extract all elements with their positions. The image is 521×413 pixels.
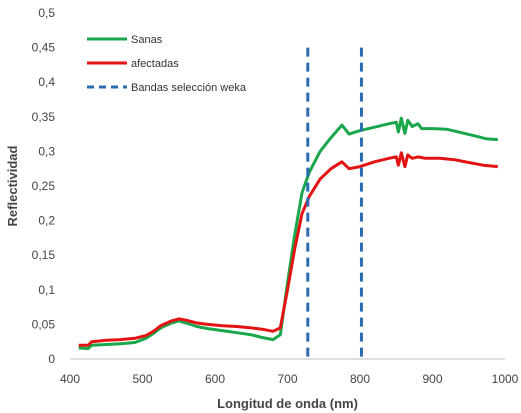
x-tick-label: 800: [350, 372, 370, 386]
legend-label: Sanas: [131, 34, 163, 46]
x-tick-label: 900: [422, 372, 442, 386]
x-tick-label: 500: [132, 372, 152, 386]
y-tick-label: 0,5: [38, 6, 55, 20]
y-tick-label: 0: [48, 352, 55, 366]
x-tick-label: 700: [277, 372, 297, 386]
y-tick-label: 0,15: [32, 248, 56, 262]
y-tick-label: 0,35: [32, 110, 56, 124]
x-tick-label: 400: [60, 372, 80, 386]
y-tick-label: 0,25: [32, 179, 56, 193]
y-tick-label: 0,1: [38, 283, 55, 297]
plot-area: [78, 47, 498, 359]
legend: Sanas afectadas Bandas selección weka: [87, 34, 247, 94]
legend-label: Bandas selección weka: [131, 82, 247, 94]
y-axis-title: Reflectividad: [5, 145, 20, 226]
y-axis-tick-labels: 0 0,05 0,1 0,15 0,2 0,25 0,3 0,35 0,4 0,45 0,5: [32, 6, 56, 366]
series-line-afectadas: [78, 151, 498, 347]
y-tick-label: 0,2: [38, 214, 55, 228]
series-line-sanas: [78, 116, 498, 351]
y-tick-label: 0,3: [38, 144, 55, 158]
y-tick-label: 0,05: [32, 317, 56, 331]
y-tick-label: 0,4: [38, 75, 55, 89]
y-tick-label: 0,45: [32, 41, 56, 55]
x-tick-label: 600: [205, 372, 225, 386]
x-axis-tick-labels: 400 500 600 700 800 900 1000: [60, 372, 519, 386]
legend-label: afectadas: [131, 58, 179, 70]
x-tick-label: 1000: [492, 372, 519, 386]
x-axis-title: Longitud de onda (nm): [217, 396, 358, 411]
